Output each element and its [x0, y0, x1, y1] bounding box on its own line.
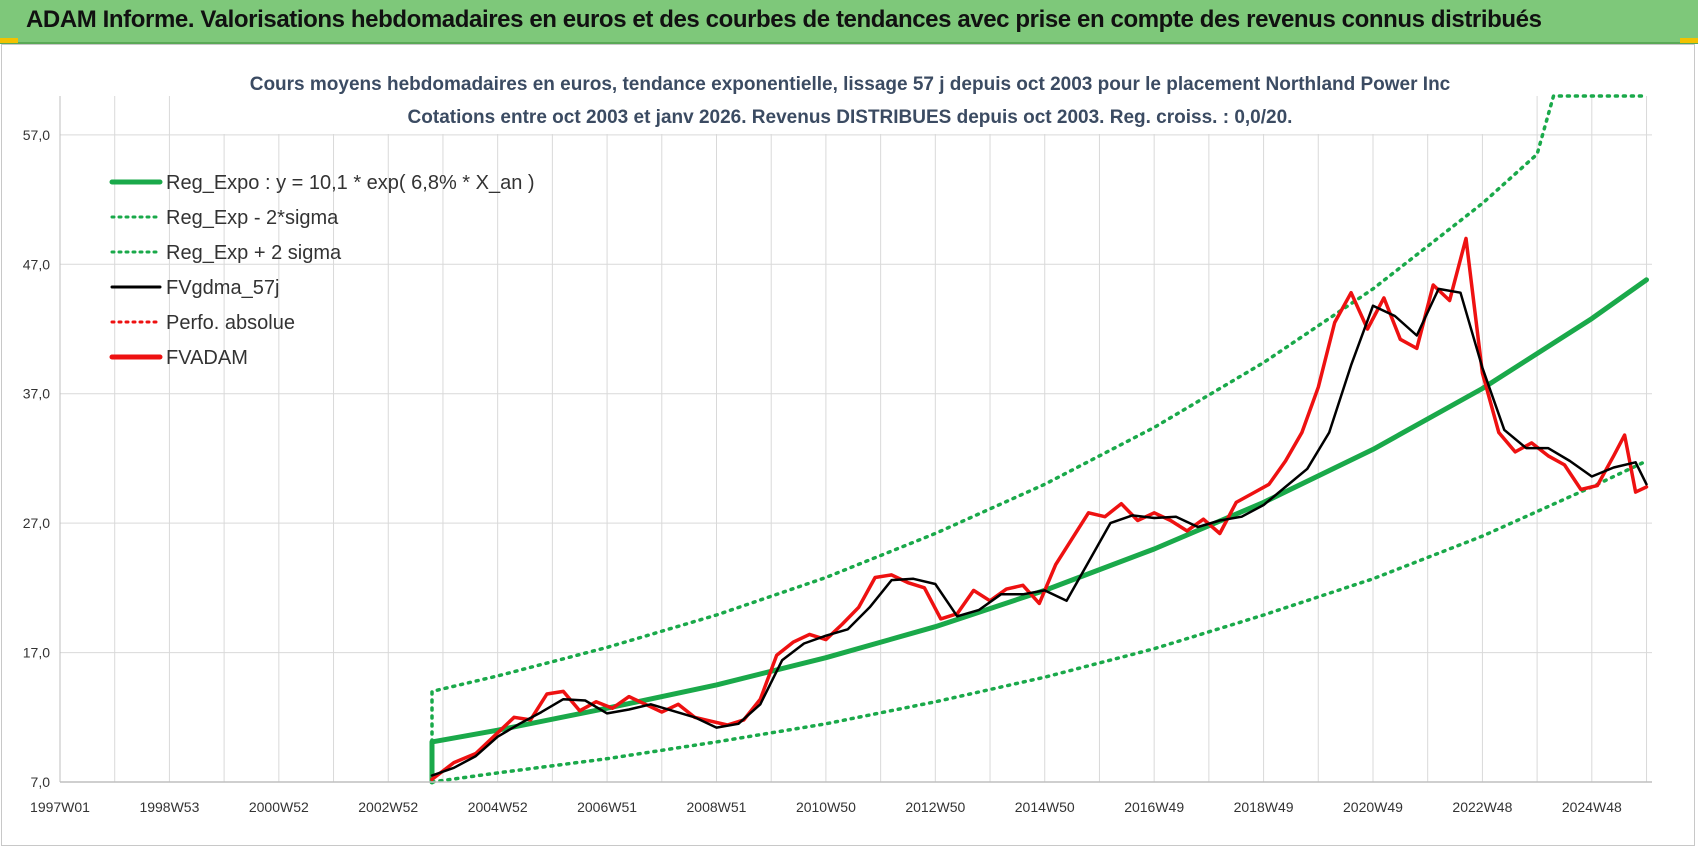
report-title: ADAM Informe. Valorisations hebdomadaire… [26, 6, 1542, 33]
series-fvadam [430, 236, 1649, 782]
x-tick-label: 2004W52 [468, 799, 528, 815]
corner-marker-right [1680, 38, 1698, 43]
y-tick-label: 27,0 [23, 515, 50, 531]
series-reg-minus-2sigma [430, 459, 1649, 784]
series-reg-plus-2sigma [430, 94, 1649, 784]
title-background [220, 66, 1490, 134]
y-tick-label: 57,0 [23, 127, 50, 143]
series-lines [429, 94, 1649, 785]
x-tick-label: 2010W50 [796, 799, 856, 815]
x-tick-label: 2002W52 [358, 799, 418, 815]
x-tick-label: 2014W50 [1015, 799, 1075, 815]
x-tick-label: 1998W53 [139, 799, 199, 815]
chart-area [1, 44, 1695, 846]
chart-title: Cours moyens hebdomadaires en euros, ten… [220, 66, 1490, 134]
grid-lines [59, 96, 1652, 783]
x-tick-label: 2018W49 [1234, 799, 1294, 815]
x-tick-label: 2006W51 [577, 799, 637, 815]
legend-label: Reg_Expo : y = 10,1 * exp( 6,8% * X_an ) [166, 172, 535, 194]
x-tick-label: 2020W49 [1343, 799, 1403, 815]
chart-title-line-1: Cours moyens hebdomadaires en euros, ten… [250, 74, 1451, 95]
legend-label: Reg_Exp - 2*sigma [166, 207, 339, 229]
x-tick-label: 2000W52 [249, 799, 309, 815]
series-fvgdma-57j [430, 287, 1648, 777]
report-banner: ADAM Informe. Valorisations hebdomadaire… [0, 0, 1698, 44]
x-tick-label: 2012W50 [905, 799, 965, 815]
x-tick-label: 2016W49 [1124, 799, 1184, 815]
chart-title-line-2: Cotations entre oct 2003 et janv 2026. R… [408, 107, 1293, 128]
x-tick-label: 1997W01 [30, 799, 90, 815]
axis-labels: 7,0 17,0 27,0 37,0 47,0 57,0 1997W01 1998W53 200… [23, 96, 1652, 815]
legend-label: Perfo. absolue [166, 312, 295, 334]
x-tick-label: 2024W48 [1562, 799, 1622, 815]
y-tick-label: 7,0 [31, 774, 51, 790]
y-tick-label: 47,0 [23, 256, 50, 272]
x-tick-label: 2022W48 [1452, 799, 1512, 815]
legend-label: FVADAM [166, 347, 248, 369]
legend-label: Reg_Exp + 2 sigma [166, 242, 342, 264]
x-tick-label: 2008W51 [687, 799, 747, 815]
y-tick-label: 17,0 [23, 645, 50, 661]
y-tick-label: 37,0 [23, 386, 50, 402]
corner-marker-left [0, 38, 18, 43]
legend: Reg_Expo : y = 10,1 * exp( 6,8% * X_an )… [109, 172, 535, 369]
legend-label: FVgdma_57j [166, 277, 279, 299]
